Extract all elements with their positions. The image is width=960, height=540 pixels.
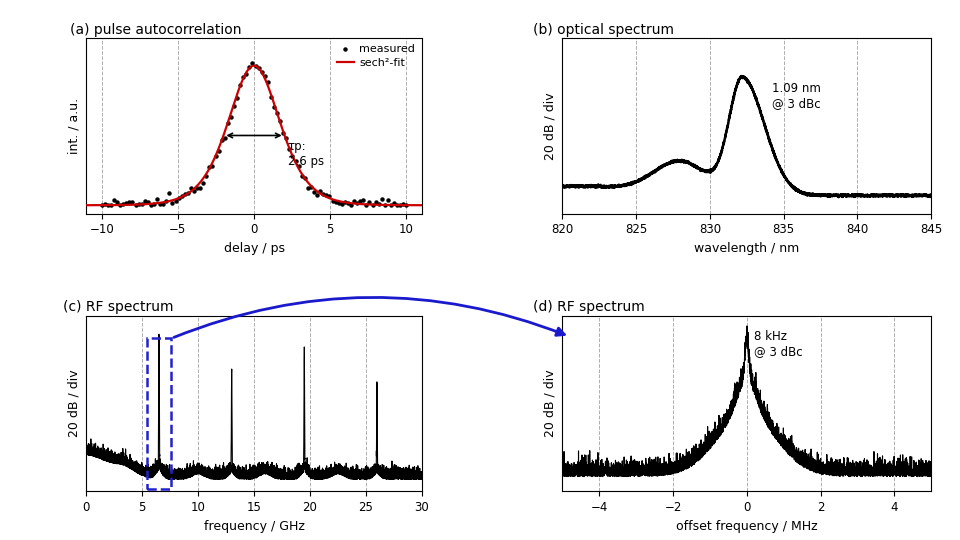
measured bbox=[400, 201, 412, 208]
Y-axis label: 20 dB / div: 20 dB / div bbox=[68, 370, 81, 437]
sech²-fit bbox=[98, 202, 109, 208]
measured bbox=[96, 202, 108, 208]
X-axis label: offset frequency / MHz: offset frequency / MHz bbox=[676, 519, 818, 532]
measured bbox=[379, 202, 391, 208]
X-axis label: delay / ps: delay / ps bbox=[224, 242, 284, 255]
Text: (d) RF spectrum: (d) RF spectrum bbox=[533, 300, 645, 314]
Y-axis label: 20 dB / div: 20 dB / div bbox=[544, 92, 557, 159]
Y-axis label: 20 dB / div: 20 dB / div bbox=[544, 370, 557, 437]
sech²-fit bbox=[235, 82, 247, 88]
sech²-fit bbox=[244, 65, 255, 71]
sech²-fit bbox=[345, 200, 356, 206]
Bar bbox=[147, 339, 171, 489]
Line: measured: measured bbox=[100, 60, 409, 207]
Text: (c) RF spectrum: (c) RF spectrum bbox=[63, 300, 174, 314]
Y-axis label: int. / a.u.: int. / a.u. bbox=[68, 98, 81, 154]
sech²-fit bbox=[406, 202, 418, 208]
measured bbox=[167, 200, 179, 206]
Text: (b) optical spectrum: (b) optical spectrum bbox=[533, 23, 674, 37]
sech²-fit bbox=[249, 63, 260, 69]
measured bbox=[256, 69, 268, 76]
sech²-fit bbox=[416, 202, 427, 208]
measured bbox=[389, 200, 400, 206]
X-axis label: wavelength / nm: wavelength / nm bbox=[694, 242, 800, 255]
Legend: measured, sech²-fit: measured, sech²-fit bbox=[332, 40, 420, 72]
Text: (a) pulse autocorrelation: (a) pulse autocorrelation bbox=[70, 23, 241, 37]
sech²-fit bbox=[81, 202, 92, 208]
Line: sech²-fit: sech²-fit bbox=[86, 66, 421, 205]
measured bbox=[247, 59, 258, 66]
Text: τp:
2.6 ps: τp: 2.6 ps bbox=[288, 140, 324, 167]
Text: 1.09 nm
@ 3 dBc: 1.09 nm @ 3 dBc bbox=[772, 82, 821, 110]
measured bbox=[155, 201, 166, 207]
Text: 8 kHz
@ 3 dBc: 8 kHz @ 3 dBc bbox=[755, 329, 803, 357]
X-axis label: frequency / GHz: frequency / GHz bbox=[204, 519, 304, 532]
sech²-fit bbox=[406, 202, 418, 208]
measured bbox=[280, 135, 292, 141]
